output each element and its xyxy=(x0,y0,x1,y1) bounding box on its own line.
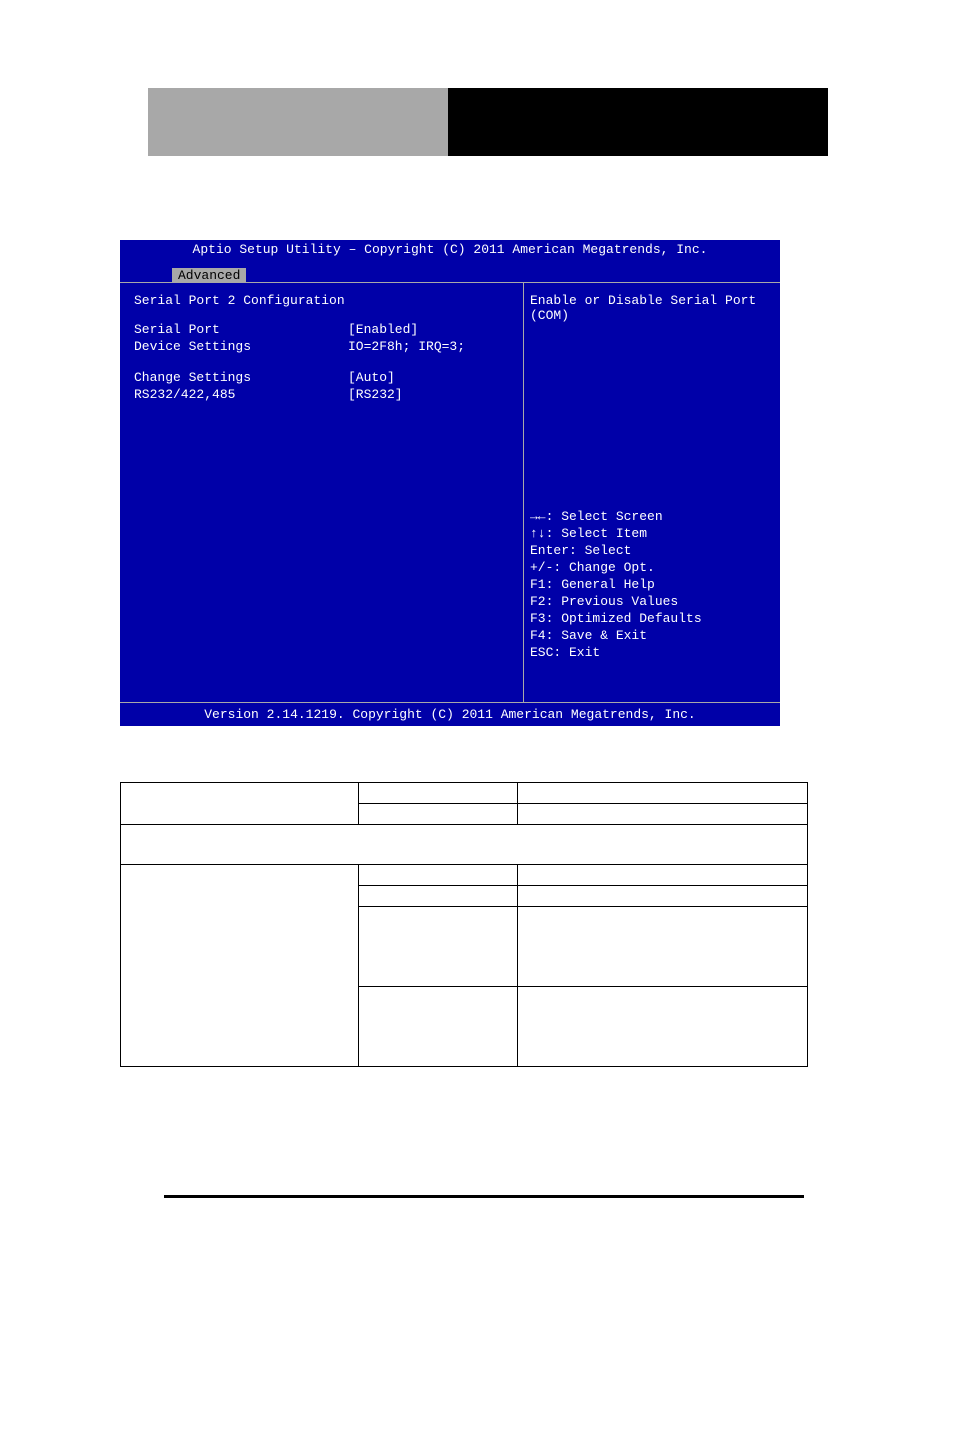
item-label: RS232/422,485 xyxy=(134,387,348,402)
help-line: Enter: Select xyxy=(530,543,774,558)
bios-item-rs232[interactable]: RS232/422,485 [RS232] xyxy=(134,387,509,402)
item-value: [Enabled] xyxy=(348,322,509,337)
help-line: F1: General Help xyxy=(530,577,774,592)
header-right xyxy=(448,88,828,156)
item-value: [Auto] xyxy=(348,370,509,385)
table-cell xyxy=(358,804,518,825)
table-cell xyxy=(121,783,359,825)
help-line: F2: Previous Values xyxy=(530,594,774,609)
table-cell xyxy=(518,987,808,1067)
help-line: F4: Save & Exit xyxy=(530,628,774,643)
help-line: ESC: Exit xyxy=(530,645,774,660)
table-cell xyxy=(518,907,808,987)
section-title: Serial Port 2 Configuration xyxy=(134,293,509,308)
table-cell xyxy=(518,783,808,804)
header-left xyxy=(148,88,448,156)
bios-title: Aptio Setup Utility – Copyright (C) 2011… xyxy=(193,242,708,257)
item-value: IO=2F8h; IRQ=3; xyxy=(348,339,509,354)
bios-footer: Version 2.14.1219. Copyright (C) 2011 Am… xyxy=(120,702,780,724)
nav-help-section: →←: Select Screen ↑↓: Select Item Enter:… xyxy=(530,509,774,660)
item-label: Device Settings xyxy=(134,339,348,354)
table-cell xyxy=(358,886,518,907)
table-cell xyxy=(358,987,518,1067)
tab-advanced[interactable]: Advanced xyxy=(172,268,246,283)
page-footer-divider xyxy=(164,1194,804,1198)
help-line: +/-: Change Opt. xyxy=(530,560,774,575)
bios-item-change-settings[interactable]: Change Settings [Auto] xyxy=(134,370,509,385)
table-cell xyxy=(518,865,808,886)
bios-left-panel: Serial Port 2 Configuration Serial Port … xyxy=(120,283,524,702)
item-label: Change Settings xyxy=(134,370,348,385)
bios-item-device-settings: Device Settings IO=2F8h; IRQ=3; xyxy=(134,339,509,354)
options-table xyxy=(120,782,808,1067)
header-band xyxy=(148,88,828,156)
bios-body: Serial Port 2 Configuration Serial Port … xyxy=(120,282,780,702)
help-text: Enable or Disable Serial Port (COM) xyxy=(530,293,774,323)
help-line: ↑↓: Select Item xyxy=(530,526,774,541)
help-line: →←: Select Screen xyxy=(530,509,774,524)
item-value: [RS232] xyxy=(348,387,509,402)
table-cell xyxy=(358,865,518,886)
table-row xyxy=(121,865,808,886)
help-line: F3: Optimized Defaults xyxy=(530,611,774,626)
table-cell xyxy=(358,783,518,804)
table-cell xyxy=(518,804,808,825)
table-cell xyxy=(121,865,359,1067)
table-row xyxy=(121,825,808,865)
item-label: Serial Port xyxy=(134,322,348,337)
bios-title-bar: Aptio Setup Utility – Copyright (C) 2011… xyxy=(120,240,780,268)
bios-item-serial-port[interactable]: Serial Port [Enabled] xyxy=(134,322,509,337)
bios-right-panel: Enable or Disable Serial Port (COM) →←: … xyxy=(524,283,780,702)
bios-screen: Aptio Setup Utility – Copyright (C) 2011… xyxy=(120,240,780,726)
table-cell xyxy=(358,907,518,987)
bios-tab-row: Advanced xyxy=(120,268,780,282)
table-row xyxy=(121,783,808,804)
table-cell xyxy=(121,825,808,865)
footer-text: Version 2.14.1219. Copyright (C) 2011 Am… xyxy=(204,707,695,722)
table-cell xyxy=(518,886,808,907)
